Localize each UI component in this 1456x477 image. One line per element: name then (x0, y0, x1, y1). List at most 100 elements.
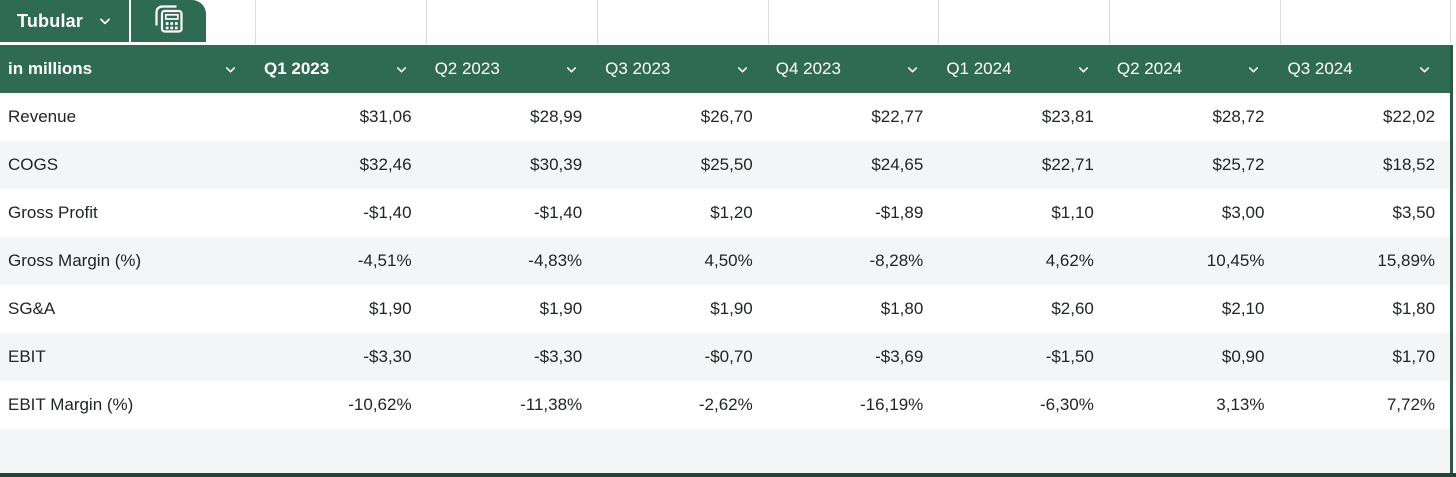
header-cell-quarter[interactable]: Q2 2024 (1109, 45, 1280, 93)
value-cell[interactable]: -4,83% (528, 251, 583, 270)
row-label-cell[interactable]: SG&A (8, 299, 56, 318)
value-cell[interactable]: -$1,89 (875, 203, 924, 222)
sheet-tabbar: Tubular (0, 0, 1456, 45)
table-row: SG&A $1,90 $1,90 $1,90 $1,80 $2,60 $2,10 $1,80 (0, 285, 1450, 333)
value-cell[interactable]: 4,50% (704, 251, 753, 270)
row-label-cell[interactable]: Gross Margin (%) (8, 251, 142, 270)
value-cell[interactable]: $22,02 (1383, 107, 1436, 126)
row-label-header-text: in millions (8, 59, 93, 78)
value-cell[interactable]: $23,81 (1041, 107, 1094, 126)
table-row: Gross Margin (%) -4,51% -4,83% 4,50% -8,28%… (0, 237, 1450, 285)
row-label-cell[interactable]: Revenue (8, 107, 77, 126)
row-label-cell[interactable]: Gross Profit (8, 203, 98, 222)
value-cell[interactable]: -$3,30 (533, 347, 583, 366)
header-cell-quarter[interactable]: Q3 2023 (597, 45, 768, 93)
value-cell[interactable]: $30,39 (530, 155, 583, 174)
value-cell[interactable]: -$1,50 (1045, 347, 1094, 366)
row-label-cell[interactable]: EBIT (8, 347, 46, 366)
value-cell[interactable]: -6,30% (1040, 395, 1094, 414)
header-cell-row-label[interactable]: in millions (0, 45, 256, 93)
value-cell[interactable]: -$0,70 (704, 347, 753, 366)
value-cell[interactable]: $28,99 (530, 107, 583, 126)
value-cell[interactable]: $1,10 (1051, 203, 1094, 222)
value-cell[interactable]: -$1,40 (363, 203, 412, 222)
value-cell[interactable]: -16,19% (859, 395, 924, 414)
financial-table: in millions Q1 2023 Q2 2023 Q3 2023 Q4 2… (0, 45, 1453, 473)
table-footer-strip (0, 429, 1450, 473)
header-cell-quarter-label: Q3 2023 (605, 59, 671, 78)
value-cell[interactable]: $0,90 (1221, 347, 1265, 366)
row-label-cell[interactable]: COGS (8, 155, 59, 174)
value-cell[interactable]: $3,50 (1392, 203, 1436, 222)
header-cell-quarter-label: Q2 2024 (1116, 59, 1183, 78)
value-cell[interactable]: -2,62% (698, 395, 753, 414)
value-cell[interactable]: $1,20 (710, 203, 753, 222)
value-cell[interactable]: 7,72% (1386, 395, 1436, 414)
value-cell[interactable]: $3,00 (1221, 203, 1265, 222)
value-cell[interactable]: 10,45% (1206, 251, 1265, 270)
chevron-down-icon[interactable] (394, 62, 409, 77)
value-cell[interactable]: $1,70 (1392, 347, 1436, 366)
value-cell[interactable]: $1,90 (539, 299, 583, 318)
value-cell[interactable]: $22,71 (1041, 155, 1094, 174)
header-cell-quarter-label: Q3 2024 (1287, 59, 1353, 78)
sheet-tab-label: Tubular (17, 10, 84, 31)
value-cell[interactable]: $1,80 (880, 299, 924, 318)
value-cell[interactable]: $25,50 (700, 155, 753, 174)
value-cell[interactable]: 15,89% (1377, 251, 1436, 270)
header-cell-quarter[interactable]: Q4 2023 (768, 45, 939, 93)
header-cell-quarter[interactable]: Q1 2024 (938, 45, 1109, 93)
header-cell-quarter[interactable]: Q3 2024 (1279, 45, 1450, 93)
chevron-down-icon[interactable] (97, 13, 113, 29)
value-cell[interactable]: $1,90 (369, 299, 412, 318)
calculator-button[interactable] (131, 0, 206, 42)
calculator-icon (152, 2, 186, 41)
sheet-tab-tubular[interactable]: Tubular (0, 0, 129, 42)
value-cell[interactable]: $2,60 (1051, 299, 1094, 318)
chevron-down-icon[interactable] (223, 62, 238, 77)
value-cell[interactable]: $32,46 (359, 155, 412, 174)
column-gridline (938, 0, 939, 44)
chevron-down-icon[interactable] (1246, 62, 1261, 77)
chevron-down-icon[interactable] (905, 62, 920, 77)
table-row: Gross Profit -$1,40 -$1,40 $1,20 -$1,89 $1,1… (0, 189, 1450, 237)
value-cell[interactable]: -$1,40 (533, 203, 583, 222)
bottom-border-bar (0, 473, 1456, 477)
column-gridline (426, 0, 427, 44)
value-cell[interactable]: $22,77 (871, 107, 924, 126)
value-cell[interactable]: -10,62% (348, 395, 412, 414)
value-cell[interactable]: $1,90 (710, 299, 753, 318)
value-cell[interactable]: $1,80 (1392, 299, 1436, 318)
table-header-row: in millions Q1 2023 Q2 2023 Q3 2023 Q4 2… (0, 45, 1450, 93)
chevron-down-icon[interactable] (735, 62, 750, 77)
value-cell[interactable]: $31,06 (359, 107, 412, 126)
header-cell-quarter-label: Q1 2023 (264, 59, 330, 78)
value-cell[interactable]: $26,70 (700, 107, 753, 126)
value-cell[interactable]: 3,13% (1216, 395, 1265, 414)
chevron-down-icon[interactable] (1417, 62, 1432, 77)
value-cell[interactable]: $24,65 (871, 155, 924, 174)
header-cell-quarter[interactable]: Q2 2023 (427, 45, 598, 93)
header-cell-quarter[interactable]: Q1 2023 (256, 45, 427, 93)
table-row: COGS $32,46 $30,39 $25,50 $24,65 $22,71 $25,7… (0, 141, 1450, 189)
chevron-down-icon[interactable] (564, 62, 579, 77)
value-cell[interactable]: 4,62% (1045, 251, 1094, 270)
header-cell-quarter-label: Q4 2023 (775, 59, 841, 78)
value-cell[interactable]: -$3,30 (363, 347, 412, 366)
row-label-cell[interactable]: EBIT Margin (%) (8, 395, 134, 414)
value-cell[interactable]: -$3,69 (875, 347, 924, 366)
header-cell-quarter-label: Q1 2024 (946, 59, 1012, 78)
chevron-down-icon[interactable] (1076, 62, 1091, 77)
value-cell[interactable]: $2,10 (1221, 299, 1265, 318)
value-cell[interactable]: $28,72 (1212, 107, 1265, 126)
value-cell[interactable]: -4,51% (357, 251, 412, 270)
value-cell[interactable]: $18,52 (1383, 155, 1436, 174)
column-gridline (768, 0, 769, 44)
value-cell[interactable]: -8,28% (869, 251, 924, 270)
table-body: Revenue $31,06 $28,99 $26,70 $22,77 $23,81 $2… (0, 93, 1450, 429)
column-gridline (1280, 0, 1281, 44)
table-row: EBIT Margin (%) -10,62% -11,38% -2,62% -16,… (0, 381, 1450, 429)
value-cell[interactable]: $25,72 (1212, 155, 1265, 174)
value-cell[interactable]: -11,38% (520, 395, 583, 414)
table-row: EBIT -$3,30 -$3,30 -$0,70 -$3,69 -$1,50 $0,90… (0, 333, 1450, 381)
